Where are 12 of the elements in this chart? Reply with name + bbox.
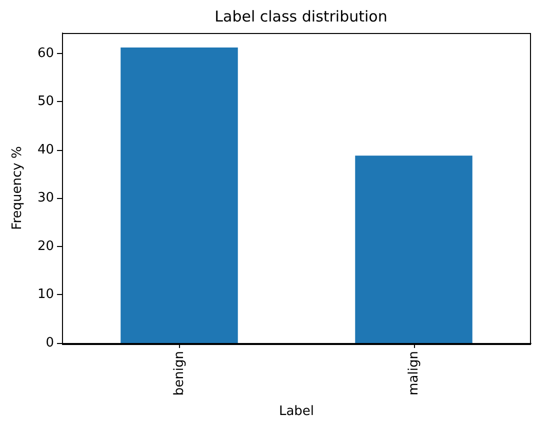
y-tick-label: 40 [37, 142, 54, 158]
chart-title: Label class distribution [214, 8, 388, 26]
y-tick-label: 60 [37, 46, 54, 61]
x-tick-label: benign [172, 351, 187, 396]
y-axis-title: Frequency % [10, 146, 25, 230]
y-tick-label: 20 [37, 238, 54, 254]
x-axis-title: Label [278, 404, 314, 419]
y-tick-label: 0 [46, 336, 54, 350]
y-tick-label: 50 [37, 94, 54, 110]
y-tick-label: 30 [37, 190, 54, 206]
x-tick-label: malign [406, 351, 422, 396]
y-tick-label: 10 [37, 287, 54, 302]
